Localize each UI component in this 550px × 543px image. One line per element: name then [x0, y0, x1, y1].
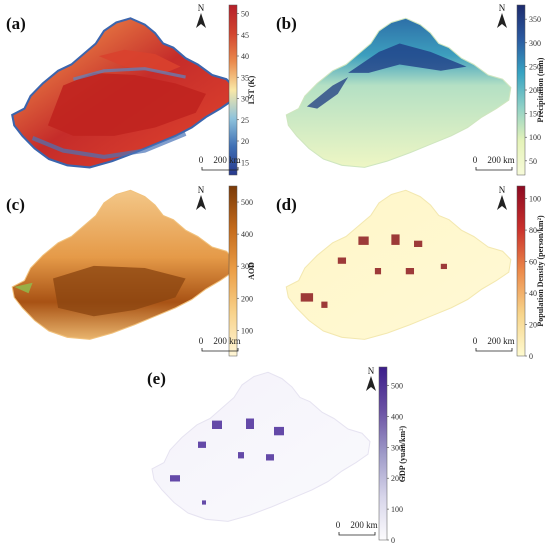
colorbar-tick-label: 40: [241, 52, 249, 61]
svg-text:200 km: 200 km: [213, 336, 240, 346]
colorbar-tick-label: 300: [391, 443, 403, 452]
scale-bar: 0 200 km: [199, 336, 241, 352]
scale-bar: 0 200 km: [336, 520, 378, 536]
colorbar-tick-label: 250: [529, 62, 541, 71]
colorbar-tick-label: 200: [241, 294, 253, 303]
colorbar-tick-label: 350: [529, 15, 541, 24]
colorbar-b: 350 300 250 200 150 100 50 Precipitation (mm): [516, 4, 545, 176]
svg-text:N: N: [198, 3, 205, 13]
panel-e: (e) 500 400 300 200 100 0 GDP (yuan/km²) N: [147, 366, 407, 543]
map-e: [151, 371, 371, 522]
panel-label: (e): [147, 369, 166, 388]
colorbar-tick-label: 50: [529, 157, 537, 166]
scale-bar: 0 200 km: [199, 155, 241, 171]
svg-text:200 km: 200 km: [350, 520, 377, 530]
colorbar-tick-label: 30: [241, 95, 249, 104]
colorbar-tick-label: 100: [241, 326, 253, 335]
north-arrow: N: [196, 185, 206, 210]
panel-a: (a) 50 45 40 35 30 25 20 15 LST (K) N 0 200 km: [6, 3, 256, 176]
svg-text:0: 0: [473, 155, 478, 165]
svg-text:0: 0: [199, 336, 204, 346]
colorbar-tick-label: 200: [529, 86, 541, 95]
colorbar-title: GDP (yuan/km²): [398, 425, 407, 482]
north-arrow: N: [366, 366, 376, 391]
colorbar-tick-label: 400: [391, 412, 403, 421]
colorbar-e: 500 400 300 200 100 0 GDP (yuan/km²): [378, 366, 407, 543]
colorbar-tick-label: 100: [529, 195, 541, 204]
svg-text:0: 0: [199, 155, 204, 165]
scale-bar: 0 200 km: [473, 336, 515, 352]
colorbar-tick-label: 500: [241, 198, 253, 207]
panel-b: (b) 350 300 250 200 150 100 50 Precipitation (…: [276, 3, 545, 176]
map-a: [11, 17, 236, 169]
svg-text:200 km: 200 km: [487, 155, 514, 165]
scale-bar: 0 200 km: [473, 155, 515, 171]
colorbar-tick-label: 300: [529, 39, 541, 48]
colorbar-tick-label: 35: [241, 73, 249, 82]
panel-label: (c): [6, 195, 25, 214]
north-arrow: N: [497, 185, 507, 210]
colorbar-tick-label: 150: [529, 110, 541, 119]
colorbar-d: 100 80 60 40 20 0 Population Density (person/…: [516, 185, 545, 361]
colorbar-tick-label: 200: [391, 474, 403, 483]
colorbar-tick-label: 80: [529, 226, 537, 235]
colorbar-tick-label: 25: [241, 116, 249, 125]
panel-label: (b): [276, 14, 297, 33]
svg-text:200 km: 200 km: [213, 155, 240, 165]
map-b: [285, 17, 512, 168]
colorbar-c: 500 400 300 200 100 AOD: [228, 185, 256, 357]
map-c: [11, 189, 236, 340]
colorbar-tick-label: 100: [529, 133, 541, 142]
colorbar-tick-label: 100: [391, 505, 403, 514]
colorbar-tick-label: 500: [391, 382, 403, 391]
colorbar-tick-label: 45: [241, 31, 249, 40]
svg-text:0: 0: [336, 520, 341, 530]
map-d: [285, 189, 512, 340]
svg-text:N: N: [499, 185, 506, 195]
colorbar-tick-label: 20: [241, 137, 249, 146]
colorbar-tick-label: 0: [391, 536, 395, 543]
colorbar-title: AOD: [247, 262, 256, 280]
panel-c: (c) 500 400 300 200 100 AOD N 0 200 km: [6, 185, 256, 357]
svg-text:200 km: 200 km: [487, 336, 514, 346]
colorbar-tick-label: 60: [529, 258, 537, 267]
colorbar-tick-label: 15: [241, 158, 249, 167]
colorbar-title: Precipitation (mm): [536, 57, 545, 122]
panel-d: (d) 100 80 60 40 20 0 Population Density (per…: [276, 185, 545, 361]
colorbar-tick-label: 0: [529, 352, 533, 361]
colorbar-title: Population Density (person/km²): [536, 215, 545, 327]
colorbar-tick-label: 300: [241, 262, 253, 271]
svg-text:N: N: [198, 185, 205, 195]
panel-label: (d): [276, 195, 297, 214]
colorbar-tick-label: 40: [529, 289, 537, 298]
svg-text:N: N: [499, 3, 506, 13]
colorbar-tick-label: 400: [241, 230, 253, 239]
north-arrow: N: [497, 3, 507, 28]
north-arrow: N: [196, 3, 206, 28]
svg-text:N: N: [368, 366, 375, 376]
colorbar-title: LST (K): [247, 75, 256, 104]
colorbar-tick-label: 20: [529, 321, 537, 330]
panel-label: (a): [6, 14, 26, 33]
colorbar-tick-label: 50: [241, 10, 249, 19]
svg-text:0: 0: [473, 336, 478, 346]
colorbar-a: 50 45 40 35 30 25 20 15 LST (K): [228, 4, 256, 176]
